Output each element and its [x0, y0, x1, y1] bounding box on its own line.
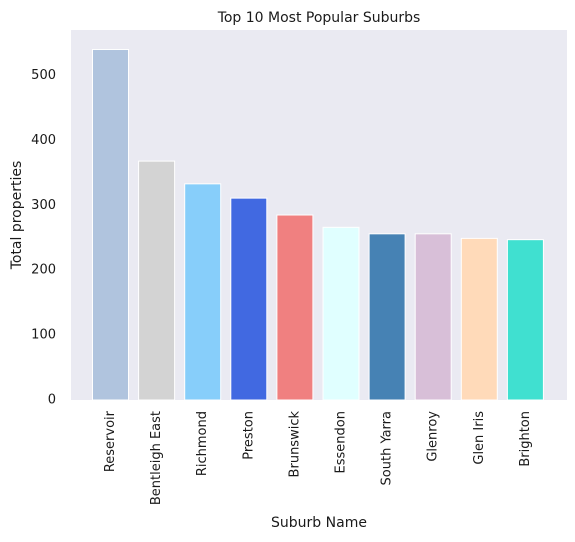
chart-title: Top 10 Most Popular Suburbs — [217, 10, 421, 26]
bar-preston — [230, 197, 268, 401]
x-tick-label: Preston — [241, 411, 256, 460]
bar-brighton — [506, 239, 544, 401]
x-tick-label: Brighton — [518, 411, 533, 467]
x-tick-label: Glenroy — [426, 411, 441, 462]
y-tick-label: 500 — [31, 68, 56, 83]
x-tick-label: Glen Iris — [472, 411, 487, 465]
bar-glen-iris — [460, 237, 498, 401]
y-tick-label: 300 — [31, 198, 56, 213]
bar-glenroy — [414, 233, 452, 401]
y-tick-label: 100 — [31, 328, 56, 343]
bar-brunswick — [276, 214, 314, 401]
bar-bentleigh-east — [138, 160, 176, 401]
bars-group — [92, 48, 544, 401]
x-tick-label: Richmond — [195, 411, 210, 476]
x-axis-label: Suburb Name — [271, 515, 367, 531]
y-axis-label: Total properties — [9, 161, 25, 271]
y-tick-label: 200 — [31, 263, 56, 278]
bar-richmond — [184, 183, 222, 401]
y-axis-ticks: 0 100 200 300 400 500 — [31, 68, 56, 408]
y-tick-label: 400 — [31, 133, 56, 148]
x-tick-label: South Yarra — [380, 411, 395, 485]
y-tick-label: 0 — [48, 393, 56, 408]
x-tick-label: Bentleigh East — [149, 411, 164, 505]
x-tick-label: Brunswick — [287, 411, 302, 478]
x-tick-label: Essendon — [334, 411, 349, 473]
bar-south-yarra — [368, 233, 406, 401]
x-tick-label: Reservoir — [103, 410, 118, 472]
x-axis-ticks: Reservoir Bentleigh East Richmond Preston Br… — [103, 410, 533, 505]
bar-reservoir — [92, 48, 129, 401]
bar-essendon — [322, 226, 360, 401]
